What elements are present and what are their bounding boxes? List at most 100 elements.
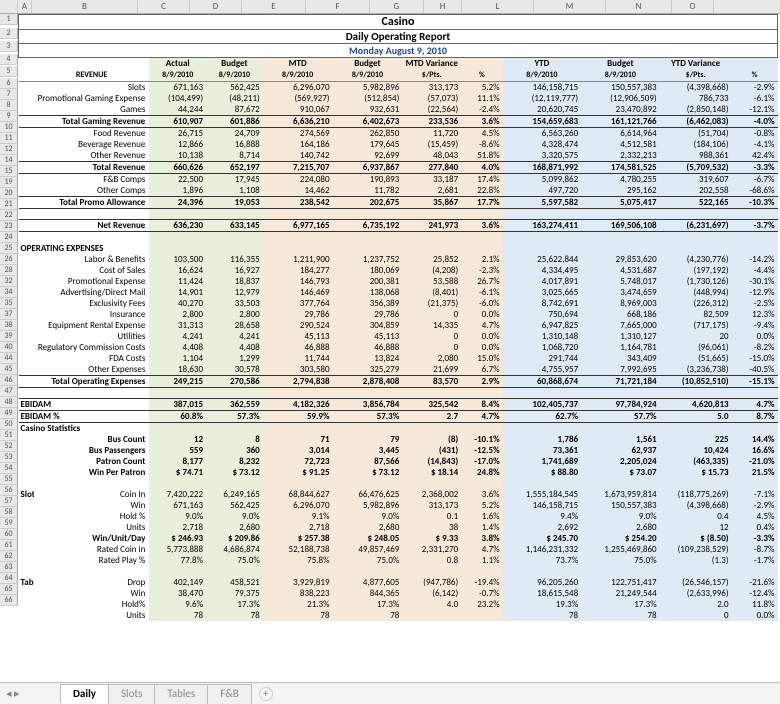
cell-8-5[interactable]: 932,631 — [333, 104, 403, 116]
cell-21-9[interactable] — [581, 209, 660, 220]
cell-50-6[interactable]: (8) — [402, 434, 461, 445]
cell-62-5[interactable] — [333, 566, 403, 577]
cell-37-8[interactable]: 6,947,825 — [503, 320, 582, 331]
cell-57-9[interactable]: 9.0% — [581, 511, 660, 522]
cell-12-3[interactable]: 8,714 — [206, 150, 263, 162]
label-52[interactable]: Patron Count — [19, 456, 150, 467]
cell-65-11[interactable]: 11.8% — [732, 599, 778, 610]
cell-51-4[interactable]: 3,014 — [263, 445, 333, 456]
cell-11-3[interactable]: 16,888 — [206, 139, 263, 150]
cell-39-7[interactable]: 0.0% — [461, 342, 502, 353]
cell-62-6[interactable] — [402, 566, 461, 577]
cell-35-8[interactable]: 750,694 — [503, 309, 582, 320]
cell-9-4[interactable]: 6,636,210 — [263, 116, 333, 128]
label-7[interactable]: Promotional Gaming Expense — [19, 93, 150, 104]
row-header-12[interactable]: 12 — [0, 144, 18, 155]
col-header-M[interactable]: M — [534, 0, 606, 13]
cell-48-6[interactable]: 2.7 — [402, 410, 461, 422]
cell-64-4[interactable]: 838,223 — [263, 588, 333, 599]
cell-32-3[interactable]: 12,979 — [206, 287, 263, 298]
cell-25-9[interactable]: 29,853,620 — [581, 254, 660, 265]
cell-26-11[interactable]: -4.4% — [732, 265, 778, 276]
cell-28-5[interactable]: 200,381 — [333, 276, 403, 287]
label-47[interactable]: EBIDAM — [19, 398, 150, 410]
cell-53-8[interactable]: $ 88.80 — [503, 467, 582, 478]
cell-35-6[interactable]: 0 — [402, 309, 461, 320]
row-header-64[interactable]: 64 — [0, 573, 18, 584]
cell-44-9[interactable]: 7,992,695 — [581, 364, 660, 376]
cell-64-9[interactable]: 21,249,544 — [581, 588, 660, 599]
cell-15-10[interactable]: 319,607 — [660, 174, 732, 186]
hdr2-c2[interactable]: 8/9/2010 — [149, 70, 206, 82]
cell-48-7[interactable]: 4.7% — [461, 410, 502, 422]
cell-40-5[interactable]: 13,824 — [333, 353, 403, 364]
cell-22-4[interactable]: 6,977,165 — [263, 220, 333, 232]
cell-6-5[interactable]: 5,982,896 — [333, 82, 403, 94]
row-header-32[interactable]: 32 — [0, 276, 18, 287]
cell-62-11[interactable] — [732, 566, 778, 577]
cell-59-8[interactable]: $ 245.70 — [503, 533, 582, 544]
cell-53-5[interactable]: $ 73.12 — [333, 467, 403, 478]
row-header-66[interactable]: 66 — [0, 595, 18, 606]
label-21[interactable] — [19, 209, 150, 220]
cell-53-3[interactable]: $ 73.12 — [206, 467, 263, 478]
cell-11-6[interactable]: (15,459) — [402, 139, 461, 150]
label-24[interactable]: OPERATING EXPENSES — [19, 243, 150, 254]
col-header-O[interactable]: O — [672, 0, 714, 13]
cell-11-7[interactable]: -8.6% — [461, 139, 502, 150]
cell-44-4[interactable]: 303,580 — [263, 364, 333, 376]
cell-40-11[interactable]: -15.0% — [732, 353, 778, 364]
cell-34-2[interactable]: 40,270 — [149, 298, 206, 309]
cell-65-5[interactable]: 17.3% — [333, 599, 403, 610]
cell-60-11[interactable]: -8.7% — [732, 544, 778, 555]
cell-24-4[interactable] — [263, 243, 333, 254]
cell-7-11[interactable]: -6.1% — [732, 93, 778, 104]
cell-57-4[interactable]: 9.1% — [263, 511, 333, 522]
cell-58-9[interactable]: 2,680 — [581, 522, 660, 533]
cell-7-6[interactable]: (57,073) — [402, 93, 461, 104]
cell-54-9[interactable] — [581, 478, 660, 489]
cell-66-6[interactable] — [402, 610, 461, 621]
cell-55-4[interactable]: 68,844,627 — [263, 489, 333, 500]
cell-39-11[interactable]: -8.2% — [732, 342, 778, 353]
row-header-54[interactable]: 54 — [0, 463, 18, 474]
cell-9-8[interactable]: 154,659,683 — [503, 116, 582, 128]
cell-56-8[interactable]: 146,158,715 — [503, 500, 582, 511]
hdr2-c1[interactable]: REVENUE — [34, 70, 150, 82]
cell-37-3[interactable]: 28,658 — [206, 320, 263, 331]
cell-9-2[interactable]: 610,907 — [149, 116, 206, 128]
label-34[interactable]: Exclusivity Fees — [19, 298, 150, 309]
row-header-52[interactable]: 52 — [0, 441, 18, 452]
cell-46-4[interactable] — [263, 387, 333, 398]
cell-37-7[interactable]: 4.7% — [461, 320, 502, 331]
cell-58-4[interactable]: 2,718 — [263, 522, 333, 533]
cell-53-10[interactable]: $ 15.73 — [660, 467, 732, 478]
title-sub[interactable]: Daily Operating Report — [19, 30, 778, 44]
cell-48-9[interactable]: 57.7% — [581, 410, 660, 422]
cell-21-10[interactable] — [660, 209, 732, 220]
row-header-28[interactable]: 28 — [0, 265, 18, 276]
cell-44-7[interactable]: 6.7% — [461, 364, 502, 376]
cell-58-10[interactable]: 12 — [660, 522, 732, 533]
cell-6-9[interactable]: 150,557,383 — [581, 82, 660, 94]
cell-37-9[interactable]: 7,665,000 — [581, 320, 660, 331]
cell-19-9[interactable]: 295,162 — [581, 185, 660, 197]
hdr2-c9[interactable]: 8/9/2010 — [581, 70, 660, 82]
cell-11-4[interactable]: 164,186 — [263, 139, 333, 150]
cell-12-5[interactable]: 92,699 — [333, 150, 403, 162]
col-header-L[interactable]: L — [462, 0, 534, 13]
row-header-4[interactable]: 4 — [0, 54, 18, 65]
cell-47-8[interactable]: 102,405,737 — [503, 398, 582, 410]
label-56[interactable]: Win — [19, 500, 150, 511]
cell-44-5[interactable]: 325,279 — [333, 364, 403, 376]
cell-45-8[interactable]: 60,868,674 — [503, 375, 582, 387]
label-14[interactable]: Total Revenue — [19, 162, 150, 174]
cell-44-10[interactable]: (3,236,738) — [660, 364, 732, 376]
cell-25-5[interactable]: 1,237,752 — [333, 254, 403, 265]
label-51[interactable]: Bus Passengers — [19, 445, 150, 456]
hdr1-c2[interactable]: Actual — [149, 58, 206, 70]
cell-60-2[interactable]: 5,773,888 — [149, 544, 206, 555]
label-45[interactable]: Total Operating Expenses — [19, 375, 150, 387]
cell-59-6[interactable]: $ 9.33 — [402, 533, 461, 544]
cell-60-7[interactable]: 4.7% — [461, 544, 502, 555]
